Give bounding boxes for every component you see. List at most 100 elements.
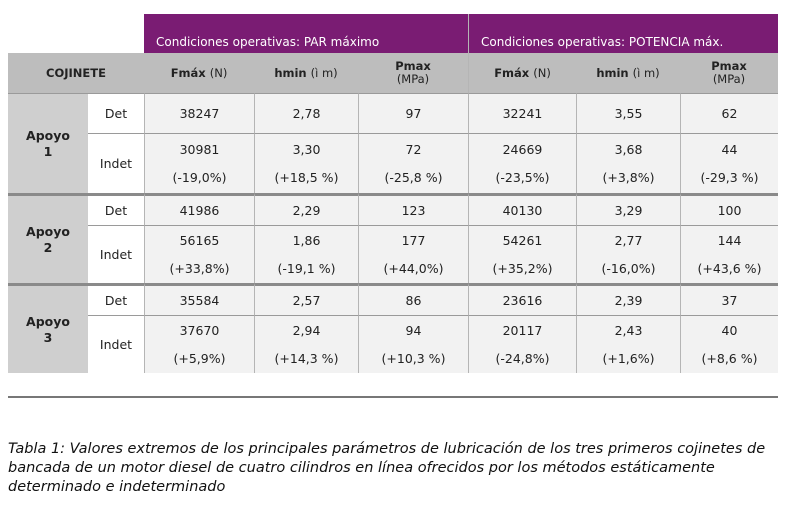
indet-cell: 37670 (+5,9%) bbox=[144, 315, 254, 373]
det-value: 2,78 bbox=[254, 93, 358, 133]
col-unit: (N) bbox=[533, 66, 551, 80]
col-name: hmin bbox=[596, 66, 629, 80]
indet-cell: 20117 (-24,8%) bbox=[468, 315, 576, 373]
diff-value: (+5,9%) bbox=[173, 350, 226, 366]
table-caption: Tabla 1: Valores extremos de los princip… bbox=[8, 441, 766, 495]
diff-value: (-23,5%) bbox=[495, 169, 550, 185]
indet-cell: 177 (+44,0%) bbox=[358, 225, 468, 283]
diff-value: (+14,3 %) bbox=[274, 350, 339, 366]
table-bottom-rule bbox=[8, 396, 778, 398]
indet-cell: 40 (+8,6 %) bbox=[680, 315, 778, 373]
diff-value: (+44,0%) bbox=[383, 260, 444, 276]
col-unit: (ì m) bbox=[310, 66, 338, 80]
col-name: Fmáx bbox=[494, 66, 530, 80]
col-name: Fmáx bbox=[170, 66, 206, 80]
indet-value: 44 bbox=[721, 141, 738, 157]
det-label: Det bbox=[88, 93, 144, 133]
potencia-group-header: Condiciones operativas: POTENCIA máx. bbox=[468, 14, 778, 53]
col-header-hmin-par: hmin (ì m) bbox=[254, 53, 358, 93]
apoyo-number: 3 bbox=[43, 329, 53, 345]
det-label: Det bbox=[88, 283, 144, 315]
indet-cell: 56165 (+33,8%) bbox=[144, 225, 254, 283]
diff-value: (+8,6 %) bbox=[701, 350, 758, 366]
col-name: hmin bbox=[274, 66, 307, 80]
indet-cell: 44 (-29,3 %) bbox=[680, 133, 778, 193]
indet-value: 144 bbox=[717, 232, 742, 248]
apoyo-number: 2 bbox=[43, 239, 53, 255]
indet-cell: 2,77 (-16,0%) bbox=[576, 225, 680, 283]
diff-value: (-24,8%) bbox=[495, 350, 550, 366]
col-unit: (N) bbox=[209, 66, 228, 80]
det-value: 97 bbox=[358, 93, 468, 133]
col-header-fmax-pot: Fmáx (N) bbox=[468, 53, 576, 93]
indet-cell: 2,43 (+1,6%) bbox=[576, 315, 680, 373]
indet-cell: 94 (+10,3 %) bbox=[358, 315, 468, 373]
indet-cell: 2,94 (+14,3 %) bbox=[254, 315, 358, 373]
indet-value: 30981 bbox=[179, 141, 220, 157]
det-value: 2,57 bbox=[254, 283, 358, 315]
det-value: 35584 bbox=[144, 283, 254, 315]
indet-cell: 3,68 (+3,8%) bbox=[576, 133, 680, 193]
det-value: 23616 bbox=[468, 283, 576, 315]
indet-value: 24669 bbox=[502, 141, 543, 157]
indet-value: 2,77 bbox=[614, 232, 643, 248]
indet-value: 56165 bbox=[179, 232, 220, 248]
indet-cell: 1,86 (-19,1 %) bbox=[254, 225, 358, 283]
apoyo-name: Apoyo bbox=[26, 127, 70, 143]
indet-value: 20117 bbox=[502, 322, 543, 338]
det-value: 2,39 bbox=[576, 283, 680, 315]
col-name: Pmax bbox=[395, 59, 431, 73]
table-grid: Condiciones operativas: PAR máximo Condi… bbox=[8, 14, 778, 373]
results-table: Condiciones operativas: PAR máximo Condi… bbox=[8, 14, 778, 399]
det-value: 86 bbox=[358, 283, 468, 315]
det-label: Det bbox=[88, 193, 144, 225]
col-unit: (MPa) bbox=[396, 72, 430, 86]
diff-value: (-29,3 %) bbox=[700, 169, 759, 185]
det-value: 40130 bbox=[468, 193, 576, 225]
diff-value: (-25,8 %) bbox=[384, 169, 443, 185]
det-value: 3,29 bbox=[576, 193, 680, 225]
col-header-pmax-pot: Pmax (MPa) bbox=[680, 53, 778, 93]
diff-value: (+1,6%) bbox=[602, 350, 655, 366]
det-value: 100 bbox=[680, 193, 778, 225]
indet-cell: 24669 (-23,5%) bbox=[468, 133, 576, 193]
indet-label: Indet bbox=[88, 315, 144, 373]
indet-label: Indet bbox=[88, 133, 144, 193]
indet-value: 94 bbox=[405, 322, 422, 338]
diff-value: (-16,0%) bbox=[601, 260, 656, 276]
indet-cell: 72 (-25,8 %) bbox=[358, 133, 468, 193]
apoyo-label: Apoyo 2 bbox=[8, 193, 88, 283]
apoyo-label: Apoyo 1 bbox=[8, 93, 88, 193]
det-value: 38247 bbox=[144, 93, 254, 133]
diff-value: (-19,1 %) bbox=[277, 260, 336, 276]
apoyo-name: Apoyo bbox=[26, 223, 70, 239]
col-unit: (MPa) bbox=[712, 72, 746, 86]
col-header-pmax-par: Pmax (MPa) bbox=[358, 53, 468, 93]
diff-value: (+33,8%) bbox=[169, 260, 230, 276]
indet-label: Indet bbox=[88, 225, 144, 283]
col-header-fmax-par: Fmáx (N) bbox=[144, 53, 254, 93]
apoyo-label: Apoyo 3 bbox=[8, 283, 88, 373]
det-value: 123 bbox=[358, 193, 468, 225]
col-name: Pmax bbox=[711, 59, 747, 73]
det-value: 41986 bbox=[144, 193, 254, 225]
det-value: 37 bbox=[680, 283, 778, 315]
diff-value: (-19,0%) bbox=[172, 169, 227, 185]
indet-cell: 30981 (-19,0%) bbox=[144, 133, 254, 193]
diff-value: (+18,5 %) bbox=[274, 169, 339, 185]
indet-value: 2,43 bbox=[614, 322, 643, 338]
col-unit: (ì m) bbox=[632, 66, 660, 80]
indet-value: 177 bbox=[401, 232, 426, 248]
col-header-hmin-pot: hmin (ì m) bbox=[576, 53, 680, 93]
diff-value: (+3,8%) bbox=[602, 169, 655, 185]
par-group-header: Condiciones operativas: PAR máximo bbox=[144, 14, 468, 53]
diff-value: (+35,2%) bbox=[492, 260, 553, 276]
diff-value: (+43,6 %) bbox=[697, 260, 762, 276]
diff-value: (+10,3 %) bbox=[381, 350, 446, 366]
header-blank bbox=[8, 14, 144, 53]
indet-cell: 54261 (+35,2%) bbox=[468, 225, 576, 283]
indet-cell: 144 (+43,6 %) bbox=[680, 225, 778, 283]
det-value: 32241 bbox=[468, 93, 576, 133]
indet-value: 1,86 bbox=[292, 232, 321, 248]
cojinete-header: COJINETE bbox=[8, 53, 144, 93]
